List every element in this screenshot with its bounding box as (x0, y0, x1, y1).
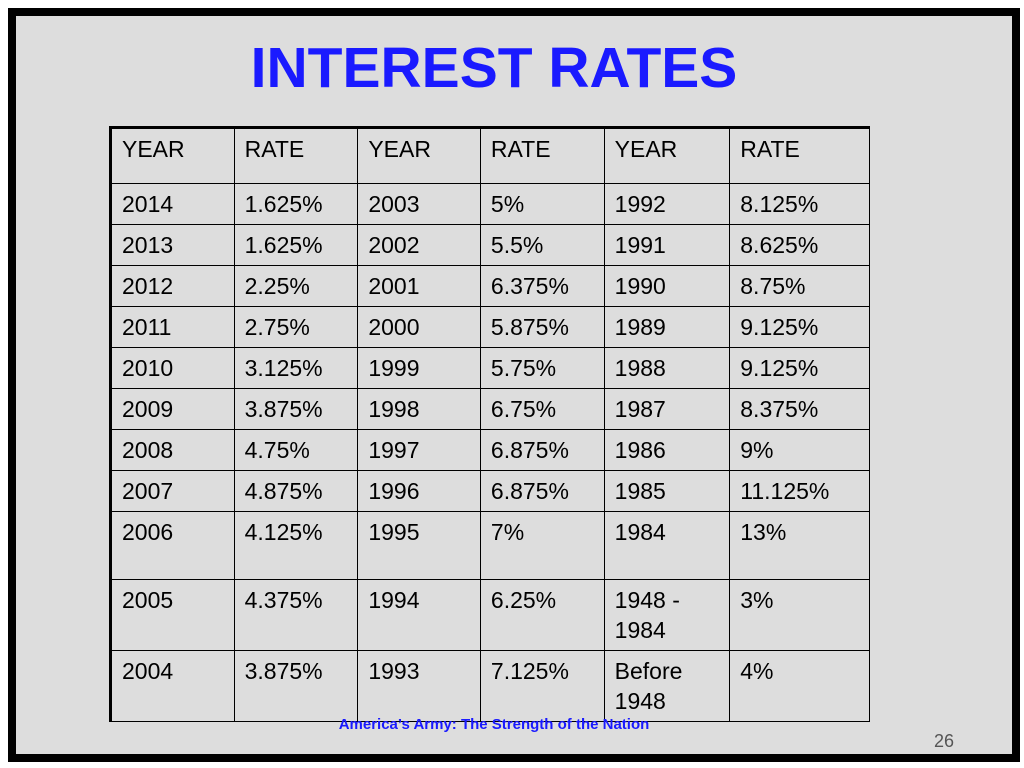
table-cell: 2001 (357, 265, 481, 307)
table-cell: 2005 (110, 579, 235, 651)
table-cell: 4.875% (233, 470, 359, 512)
table-cell: 8.625% (729, 224, 870, 266)
table-cell: 2008 (110, 429, 235, 471)
table-cell: 3.125% (233, 347, 359, 389)
table-row: 2012 2.25% 2001 6.375% 1990 8.75% (110, 265, 870, 307)
table-cell: 2013 (110, 224, 235, 266)
table-cell: 5.5% (479, 224, 605, 266)
table-cell: 1948 - 1984 (603, 579, 731, 651)
table-cell: 1.625% (233, 224, 359, 266)
table-cell: 3.875% (233, 388, 359, 430)
table-cell: 1.625% (233, 183, 359, 225)
table-cell: 5% (479, 183, 605, 225)
table-cell: 1998 (357, 388, 481, 430)
table-cell: 5.875% (479, 306, 605, 348)
table-cell: 1991 (603, 224, 731, 266)
table-cell: 2010 (110, 347, 235, 389)
table-cell: 1997 (357, 429, 481, 471)
table-cell: 1992 (603, 183, 731, 225)
table-cell: 2014 (110, 183, 235, 225)
table-cell: 8.375% (729, 388, 870, 430)
table-row: 2010 3.125% 1999 5.75% 1988 9.125% (110, 347, 870, 389)
table-cell: 2011 (110, 306, 235, 348)
table-cell: 6.375% (479, 265, 605, 307)
header-rate-3: RATE (729, 127, 870, 184)
table-row: 2008 4.75% 1997 6.875% 1986 9% (110, 429, 870, 471)
table-row: 2006 4.125% 1995 7% 1984 13% (110, 511, 870, 580)
table-cell: 13% (729, 511, 870, 580)
slide-frame: INTEREST RATES YEAR RATE YEAR RATE YEAR … (8, 8, 1020, 762)
table-cell: 7.125% (479, 650, 605, 722)
table-cell: 2003 (357, 183, 481, 225)
table-cell: 1994 (357, 579, 481, 651)
table-cell: 6.875% (479, 470, 605, 512)
page-number: 26 (934, 731, 955, 751)
table-cell: 2004 (110, 650, 235, 722)
interest-rates-table: YEAR RATE YEAR RATE YEAR RATE 2014 1.625… (109, 126, 870, 722)
table-cell: 1987 (603, 388, 731, 430)
table-cell: 2009 (110, 388, 235, 430)
table-cell: 6.75% (479, 388, 605, 430)
table-row: 2014 1.625% 2003 5% 1992 8.125% (110, 183, 870, 225)
table-row: 2013 1.625% 2002 5.5% 1991 8.625% (110, 224, 870, 266)
table-cell: 7% (479, 511, 605, 580)
table-cell: 1996 (357, 470, 481, 512)
table-cell: 2007 (110, 470, 235, 512)
table-cell: 4.75% (233, 429, 359, 471)
table-cell: 1984 (603, 511, 731, 580)
table-cell: 8.75% (729, 265, 870, 307)
table-cell: 9% (729, 429, 870, 471)
table-cell: 11.125% (729, 470, 870, 512)
table-cell: 1988 (603, 347, 731, 389)
table-row: 2011 2.75% 2000 5.875% 1989 9.125% (110, 306, 870, 348)
table-cell: 2.75% (233, 306, 359, 348)
table-header-row: YEAR RATE YEAR RATE YEAR RATE (110, 127, 870, 184)
header-rate-1: RATE (233, 127, 359, 184)
table-cell: 5.75% (479, 347, 605, 389)
table-cell: Before 1948 (603, 650, 731, 722)
header-rate-2: RATE (479, 127, 605, 184)
table-cell: 1995 (357, 511, 481, 580)
header-year-2: YEAR (357, 127, 481, 184)
table-cell: 1993 (357, 650, 481, 722)
table-cell: 8.125% (729, 183, 870, 225)
table-cell: 2006 (110, 511, 235, 580)
table-cell: 2.25% (233, 265, 359, 307)
table-cell: 3.875% (233, 650, 359, 722)
table-cell: 4% (729, 650, 870, 722)
table-cell: 3% (729, 579, 870, 651)
table-cell: 9.125% (729, 347, 870, 389)
table-cell: 1989 (603, 306, 731, 348)
table-cell: 1985 (603, 470, 731, 512)
table-cell: 4.375% (233, 579, 359, 651)
table-cell: 1990 (603, 265, 731, 307)
table-cell: 1999 (357, 347, 481, 389)
table-cell: 9.125% (729, 306, 870, 348)
table-cell: 1986 (603, 429, 731, 471)
table-cell: 2000 (357, 306, 481, 348)
header-year-1: YEAR (110, 127, 235, 184)
slide-title: INTEREST RATES (250, 36, 738, 100)
header-year-3: YEAR (603, 127, 731, 184)
table-row: 2007 4.875% 1996 6.875% 1985 11.125% (110, 470, 870, 512)
table-row: 2004 3.875% 1993 7.125% Before 1948 4% (110, 650, 870, 722)
table-row: 2009 3.875% 1998 6.75% 1987 8.375% (110, 388, 870, 430)
table-cell: 2002 (357, 224, 481, 266)
table-cell: 4.125% (233, 511, 359, 580)
table-row: 2005 4.375% 1994 6.25% 1948 - 1984 3% (110, 579, 870, 651)
footer-slogan: America’s Army: The Strength of the Nati… (338, 716, 650, 733)
table-cell: 2012 (110, 265, 235, 307)
table-cell: 6.25% (479, 579, 605, 651)
table-cell: 6.875% (479, 429, 605, 471)
